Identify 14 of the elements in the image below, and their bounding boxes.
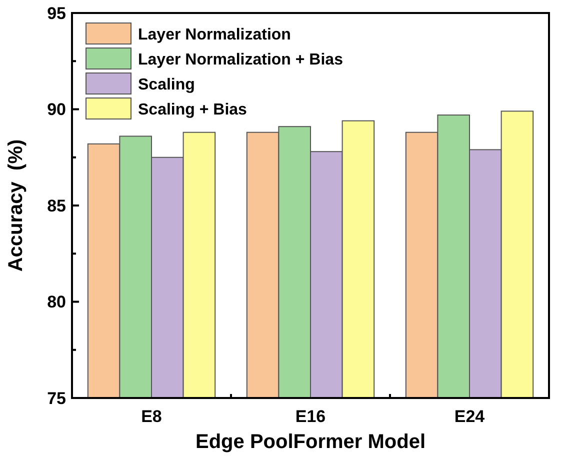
legend-label: Layer Normalization <box>138 26 291 44</box>
y-tick-label: 75 <box>47 388 66 408</box>
y-axis-title: Accuracy (%) <box>5 139 27 272</box>
x-tick-label: E8 <box>141 407 162 426</box>
y-tick-label: 95 <box>47 4 66 23</box>
y-tick-label: 85 <box>47 196 66 216</box>
legend-label: Scaling + Bias <box>138 102 248 119</box>
x-tick-label: E16 <box>295 407 326 426</box>
legend-label: Layer Normalization + Bias <box>138 52 344 69</box>
x-axis-title: Edge PoolFormer Model <box>195 431 426 453</box>
y-tick-label: 90 <box>47 100 66 120</box>
y-tick-label: 80 <box>47 292 66 312</box>
legend-label: Scaling <box>138 76 195 94</box>
x-tick-label: E24 <box>454 407 486 426</box>
